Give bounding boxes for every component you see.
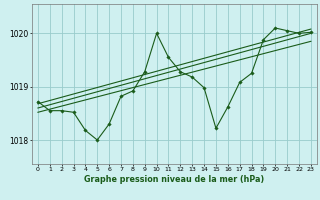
- X-axis label: Graphe pression niveau de la mer (hPa): Graphe pression niveau de la mer (hPa): [84, 175, 265, 184]
